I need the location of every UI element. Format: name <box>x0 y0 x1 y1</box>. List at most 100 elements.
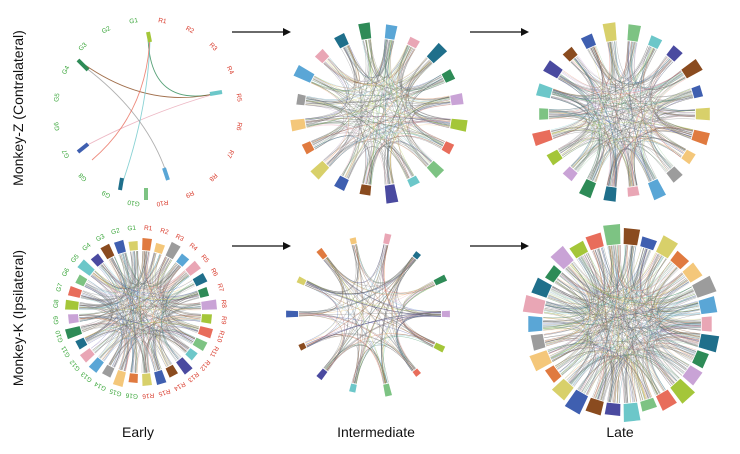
chord <box>79 250 138 308</box>
chord <box>383 62 433 185</box>
chord <box>327 45 409 165</box>
chord <box>629 41 652 181</box>
chord <box>143 251 202 315</box>
chord <box>553 88 615 187</box>
chord <box>568 355 661 394</box>
chord <box>370 132 445 185</box>
chord <box>326 257 386 384</box>
chord <box>80 323 128 371</box>
chord <box>551 341 694 360</box>
chord <box>545 248 646 346</box>
chord <box>573 59 686 150</box>
chord <box>101 264 188 351</box>
chord <box>543 250 602 335</box>
chord <box>315 39 387 150</box>
node-segment <box>75 337 88 350</box>
chord <box>554 281 620 404</box>
chord <box>159 259 195 340</box>
node-segment <box>648 179 666 201</box>
chord <box>79 316 161 370</box>
chord <box>626 245 634 403</box>
chord <box>142 251 156 283</box>
chord <box>550 97 617 187</box>
chord <box>390 120 451 184</box>
chord <box>368 119 451 185</box>
chord <box>306 61 431 128</box>
chord <box>311 75 442 96</box>
chord <box>543 317 689 368</box>
chord <box>546 245 633 307</box>
chord <box>610 41 673 168</box>
chord <box>610 97 694 187</box>
chord <box>550 96 695 118</box>
chord <box>305 316 442 345</box>
chord <box>555 249 649 367</box>
chord <box>559 75 611 186</box>
chord <box>554 350 637 402</box>
chord <box>305 284 435 345</box>
chord <box>550 347 646 400</box>
chord <box>646 256 680 379</box>
chord <box>588 252 653 398</box>
chord <box>585 245 619 395</box>
chord <box>550 289 644 401</box>
chord <box>571 55 599 168</box>
chord <box>642 91 692 182</box>
chord <box>329 39 386 167</box>
chord <box>298 313 414 371</box>
node-segment <box>407 36 420 49</box>
chord <box>543 247 642 328</box>
chord <box>130 251 150 373</box>
chord <box>121 266 182 371</box>
chord <box>154 254 201 309</box>
node-label-green: G2 <box>101 25 112 35</box>
chord <box>553 89 696 116</box>
chord <box>314 75 450 127</box>
chord <box>596 249 635 403</box>
chord <box>84 286 136 373</box>
chord <box>553 58 671 98</box>
chord <box>143 251 147 373</box>
chord <box>79 271 187 320</box>
chord <box>574 58 606 182</box>
chord <box>156 258 180 288</box>
node-segment <box>670 378 695 404</box>
chord <box>397 63 433 179</box>
chord <box>370 98 450 185</box>
node-label-red: R1 <box>158 17 168 25</box>
node-segment <box>128 241 138 251</box>
chord <box>314 39 372 149</box>
chord <box>346 45 409 179</box>
row-label-monkey-z: Monkey-Z (Contralateral) <box>10 30 26 186</box>
chord <box>87 279 133 373</box>
chord <box>561 272 701 331</box>
chord <box>572 262 695 355</box>
chord <box>545 304 592 384</box>
chord <box>110 251 144 284</box>
chord <box>594 249 692 362</box>
chord <box>609 245 677 292</box>
chord <box>587 136 687 179</box>
chord <box>313 39 388 89</box>
chord <box>559 248 647 295</box>
chord <box>342 47 442 90</box>
chord <box>79 257 169 307</box>
node-segment <box>522 295 546 315</box>
chord <box>147 266 181 373</box>
chord <box>543 278 688 316</box>
chord <box>326 140 409 179</box>
chord <box>616 245 632 403</box>
chord <box>616 41 686 90</box>
chord <box>571 109 695 167</box>
chord <box>94 271 130 372</box>
chord <box>79 275 190 316</box>
chord <box>85 327 116 352</box>
node-label-green: G3 <box>95 233 106 243</box>
chord <box>86 251 132 293</box>
chord <box>567 245 612 382</box>
chord <box>567 266 613 403</box>
chord <box>570 46 650 85</box>
node-label-green: G5 <box>53 92 61 102</box>
chord <box>109 329 196 366</box>
chord <box>326 130 445 165</box>
